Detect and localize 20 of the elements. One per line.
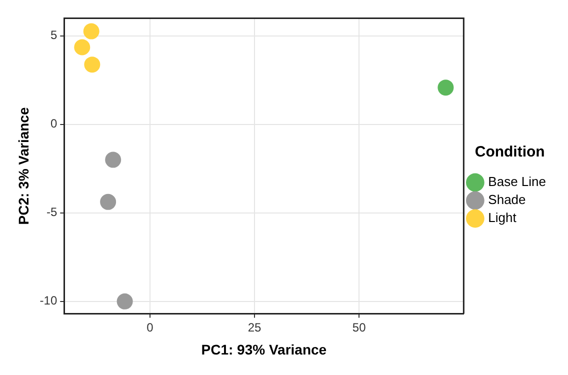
point — [105, 152, 122, 168]
y-tick-label: -10 — [40, 294, 58, 308]
legend-label: Base Line — [488, 174, 546, 190]
y-tick-label: 5 — [50, 28, 58, 42]
point — [83, 23, 100, 40]
point — [438, 80, 454, 96]
x-tick-label: 50 — [352, 320, 366, 334]
x-tick-label: 0 — [146, 320, 154, 334]
point — [100, 194, 116, 210]
x-tick-label: 25 — [248, 320, 262, 334]
legend-label: Shade — [488, 192, 526, 208]
legend-label: Light — [488, 210, 517, 226]
y-axis-title: PC2: 3% Variance — [15, 107, 32, 225]
legend-title: Condition — [474, 144, 545, 161]
point — [74, 39, 90, 56]
point — [116, 293, 133, 310]
x-axis-title: PC1: 93% Variance — [201, 341, 327, 358]
y-tick-label: -5 — [46, 205, 58, 220]
point — [84, 56, 100, 73]
y-tick-label: 0 — [50, 116, 58, 131]
